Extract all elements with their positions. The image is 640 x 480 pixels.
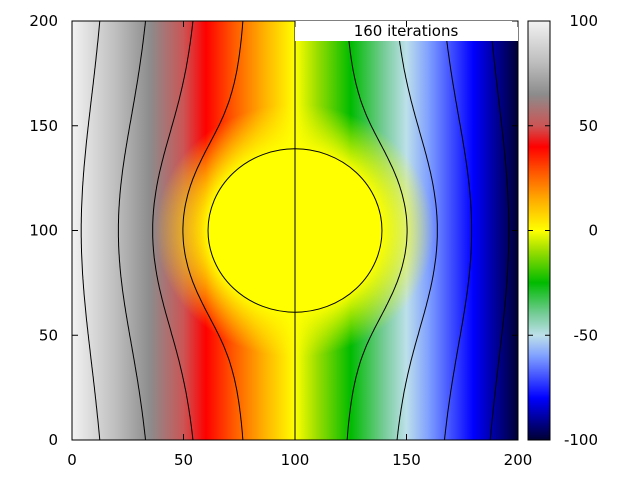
- x-tick-label: 50: [174, 451, 193, 469]
- contour-line: [207, 148, 383, 313]
- contour-line: [346, 21, 408, 440]
- iterations-label: 160 iterations: [354, 22, 459, 40]
- x-tick-label: 150: [392, 451, 421, 469]
- colorbar-tick-label: 50: [579, 117, 598, 135]
- x-tick-label: 0: [67, 451, 77, 469]
- y-axis: 0 50 100 150 200: [29, 12, 518, 449]
- y-tick-label: 50: [39, 326, 58, 344]
- plot-area: [72, 21, 518, 440]
- contour-line: [152, 21, 194, 440]
- y-tick-label: 0: [48, 431, 58, 449]
- iterations-label-box: 160 iterations: [295, 21, 518, 41]
- x-tick-label: 100: [281, 451, 310, 469]
- iterations-label-background: [295, 21, 518, 41]
- colorbar: 100 50 0 -50 -100: [527, 12, 598, 449]
- contour-line: [80, 21, 101, 440]
- x-axis: 0 50 100 150 200: [67, 21, 532, 469]
- colorbar-tick-label: 0: [588, 222, 598, 240]
- colorbar-ticks: 100 50 0 -50 -100: [528, 12, 598, 449]
- contour-line: [117, 21, 146, 440]
- contour-line: [182, 21, 244, 440]
- colorbar-tick-label: 100: [569, 12, 598, 30]
- contour-line: [489, 21, 510, 440]
- contour-lines: [80, 21, 510, 440]
- x-tick-label: 200: [504, 451, 533, 469]
- contour-line: [444, 21, 473, 440]
- y-tick-label: 100: [29, 222, 58, 240]
- y-tick-label: 200: [29, 12, 58, 30]
- colorbar-tick-label: -50: [574, 326, 599, 344]
- contour-line: [396, 21, 438, 440]
- colorbar-tick-label: -100: [564, 431, 598, 449]
- y-tick-label: 150: [29, 117, 58, 135]
